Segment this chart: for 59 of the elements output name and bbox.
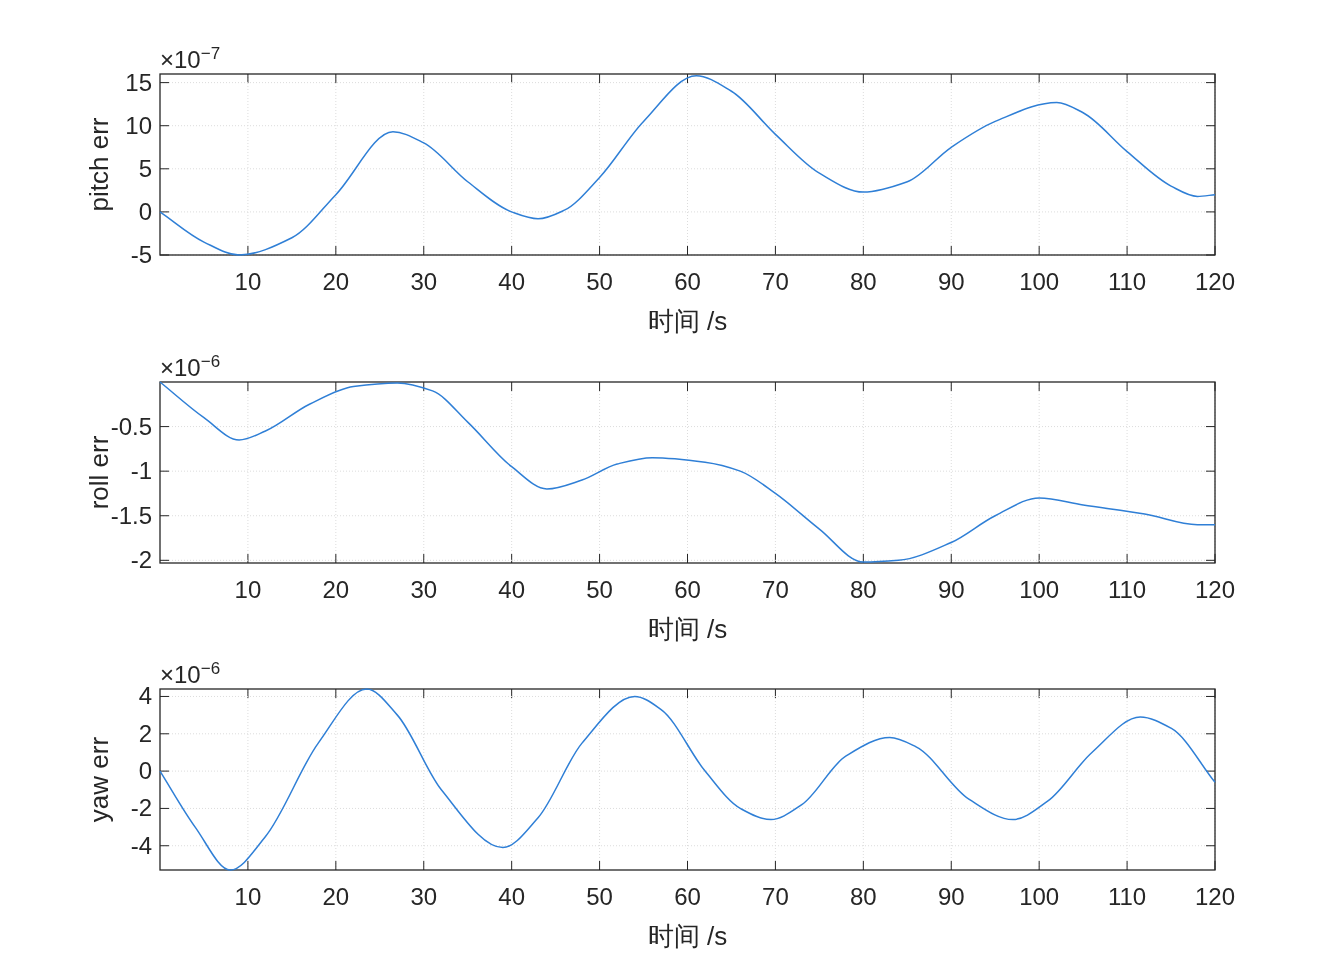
x-tick-label: 10 bbox=[234, 268, 262, 295]
y-tick-label: 0 bbox=[138, 197, 152, 225]
x-tick-label: 70 bbox=[762, 883, 789, 910]
line-series bbox=[159, 74, 1216, 256]
x-tick-label: 90 bbox=[937, 576, 965, 603]
y-tick-label: 5 bbox=[138, 154, 152, 182]
x-tick-label: 30 bbox=[410, 268, 438, 295]
x-tick-label: 110 bbox=[1107, 883, 1147, 910]
y-tick-label: 15 bbox=[125, 68, 152, 96]
y-axis-title: pitch err bbox=[84, 117, 114, 212]
y-tick-label: 0 bbox=[138, 757, 152, 785]
line-series bbox=[159, 381, 1216, 563]
y-tick-label: -5 bbox=[130, 241, 152, 268]
x-tick-label: 110 bbox=[1107, 268, 1147, 295]
x-tick-label: 60 bbox=[674, 268, 701, 295]
x-tick-label: 100 bbox=[1019, 883, 1060, 910]
y-tick-label: 2 bbox=[138, 719, 152, 747]
x-tick-label: 40 bbox=[498, 576, 526, 603]
x-tick-label: 120 bbox=[1194, 576, 1236, 603]
x-axis-title: 时间 /s bbox=[647, 921, 728, 951]
x-tick-label: 50 bbox=[586, 576, 613, 603]
y-tick-label: 4 bbox=[138, 682, 152, 710]
x-tick-label: 80 bbox=[849, 268, 877, 295]
x-tick-label: 90 bbox=[937, 268, 965, 295]
text: ×10$^{−6}$ bbox=[160, 658, 221, 688]
x-tick-label: 10 bbox=[234, 883, 262, 910]
x-tick-label: 20 bbox=[322, 268, 350, 295]
x-tick-label: 120 bbox=[1194, 883, 1236, 910]
x-tick-label: 20 bbox=[322, 576, 350, 603]
x-tick-label: 80 bbox=[849, 883, 877, 910]
y-axis-title: yaw err bbox=[84, 736, 114, 823]
x-tick-label: 120 bbox=[1194, 268, 1236, 295]
y-tick-label: -4 bbox=[130, 831, 152, 859]
x-tick-label: 30 bbox=[410, 883, 438, 910]
line-series bbox=[159, 688, 1216, 871]
x-tick-label: 30 bbox=[410, 576, 438, 603]
x-tick-label: 90 bbox=[937, 883, 965, 910]
y-tick-label: -1 bbox=[130, 457, 152, 485]
x-tick-label: 50 bbox=[586, 883, 613, 910]
x-tick-label: 100 bbox=[1019, 268, 1060, 295]
x-tick-label: 100 bbox=[1019, 576, 1060, 603]
x-tick-label: 60 bbox=[674, 883, 701, 910]
x-axis-title: 时间 /s bbox=[647, 306, 728, 336]
x-tick-label: 40 bbox=[498, 268, 526, 295]
x-tick-label: 40 bbox=[498, 883, 526, 910]
x-tick-label: 50 bbox=[586, 268, 613, 295]
x-tick-label: 10 bbox=[234, 576, 262, 603]
x-tick-label: 70 bbox=[762, 576, 789, 603]
text: ×10$^{−6}$ bbox=[160, 351, 221, 381]
x-tick-label: 70 bbox=[762, 268, 789, 295]
y-tick-label: 10 bbox=[125, 111, 152, 139]
x-tick-label: 20 bbox=[322, 883, 350, 910]
y-tick-label: -2 bbox=[130, 546, 152, 574]
x-tick-label: 110 bbox=[1107, 576, 1147, 603]
x-tick-label: 80 bbox=[849, 576, 877, 603]
y-tick-label: -2 bbox=[130, 794, 152, 822]
x-tick-label: 60 bbox=[674, 576, 701, 603]
x-axis-title: 时间 /s bbox=[647, 614, 728, 644]
text: ×10$^{−7}$ bbox=[160, 43, 221, 73]
